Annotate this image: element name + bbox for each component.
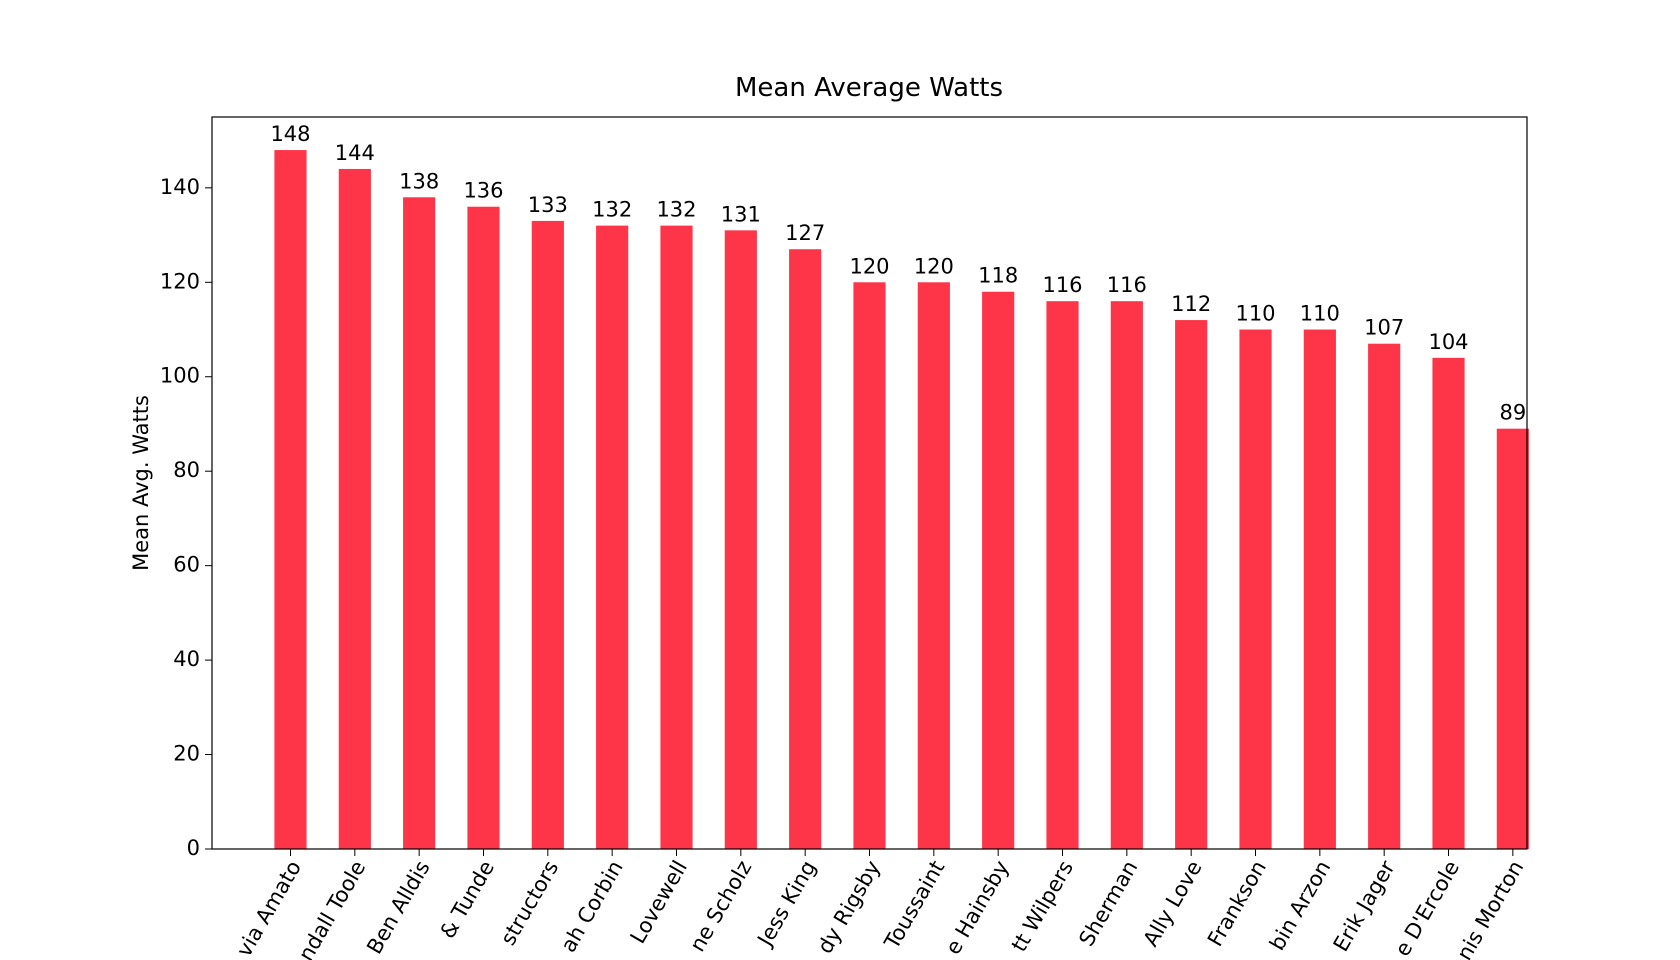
plot-frame	[211, 116, 1528, 850]
bar	[531, 220, 564, 849]
x-tick-label: dy Rigsby	[813, 857, 885, 958]
bar	[982, 291, 1015, 849]
x-tick-label: nis Morton	[1452, 857, 1528, 960]
y-axis-label: Mean Avg. Watts	[129, 395, 153, 571]
x-tick-label: e Hainsby	[941, 857, 1014, 959]
bar	[1368, 343, 1401, 849]
x-tick-label: Ben Alldis	[362, 857, 435, 959]
x-tick-label: ah Corbin	[556, 857, 628, 957]
x-tick-label: e D'Ercole	[1390, 857, 1464, 960]
data-label: 132	[656, 198, 696, 222]
data-label: 132	[592, 198, 632, 222]
bar	[338, 168, 371, 850]
data-label: 112	[1171, 292, 1211, 316]
bar	[1239, 329, 1272, 850]
data-label: 118	[978, 264, 1018, 288]
x-tick-label: ne Scholz	[685, 857, 756, 956]
y-tick-label: 60	[173, 553, 200, 577]
data-label: 110	[1235, 302, 1275, 326]
y-tick-label: 100	[160, 364, 200, 388]
bar	[1432, 357, 1465, 849]
data-label: 110	[1300, 302, 1340, 326]
x-tick-label: Jess King	[752, 857, 821, 952]
data-label: 131	[721, 202, 761, 226]
bar	[467, 206, 500, 850]
bar	[724, 230, 757, 850]
data-label: 148	[270, 122, 310, 146]
x-tick-label: tt Wilpers	[1007, 857, 1078, 956]
bar	[1110, 301, 1143, 849]
chart-title: Mean Average Watts	[735, 73, 1003, 103]
x-tick-label: Lovewell	[626, 857, 692, 948]
y-tick-label: 40	[173, 647, 200, 671]
y-tick-label: 20	[173, 742, 200, 766]
y-tick-label: 140	[160, 175, 200, 199]
bar	[789, 249, 822, 850]
data-label: 120	[849, 254, 889, 278]
bar	[596, 225, 629, 849]
data-label: 136	[463, 179, 503, 203]
bar	[1046, 301, 1079, 849]
bar	[403, 197, 436, 849]
bar	[917, 282, 950, 850]
x-tick-label: via Amato	[232, 857, 306, 960]
x-tick-label: & Tunde	[435, 857, 499, 943]
data-label: 144	[335, 141, 375, 165]
data-label: 89	[1499, 401, 1526, 425]
data-label: 127	[785, 221, 825, 245]
data-label: 133	[528, 193, 568, 217]
data-label: 107	[1364, 316, 1404, 340]
bar	[1175, 320, 1208, 850]
bar	[1303, 329, 1336, 850]
x-tick-label: structors	[496, 857, 563, 950]
x-tick-label: bin Arzon	[1265, 857, 1335, 955]
y-tick-label: 80	[173, 458, 200, 482]
x-tick-label: Ally Love	[1139, 857, 1207, 951]
data-label: 104	[1428, 330, 1468, 354]
y-tick-label: 120	[160, 269, 200, 293]
x-tick-label: Frankson	[1203, 857, 1271, 951]
data-label: 120	[914, 254, 954, 278]
bar	[274, 150, 307, 850]
data-label: 116	[1107, 273, 1147, 297]
data-label: 116	[1042, 273, 1082, 297]
x-tick-label: Sherman	[1074, 857, 1142, 951]
x-tick-label: Erik Jager	[1329, 856, 1400, 955]
y-tick-label: 0	[187, 836, 200, 860]
x-tick-label: ndall Toole	[294, 857, 371, 960]
bar	[660, 225, 693, 849]
bar	[853, 282, 886, 850]
data-label: 138	[399, 169, 439, 193]
x-tick-label: Toussaint	[879, 857, 949, 954]
bar	[1496, 428, 1529, 849]
